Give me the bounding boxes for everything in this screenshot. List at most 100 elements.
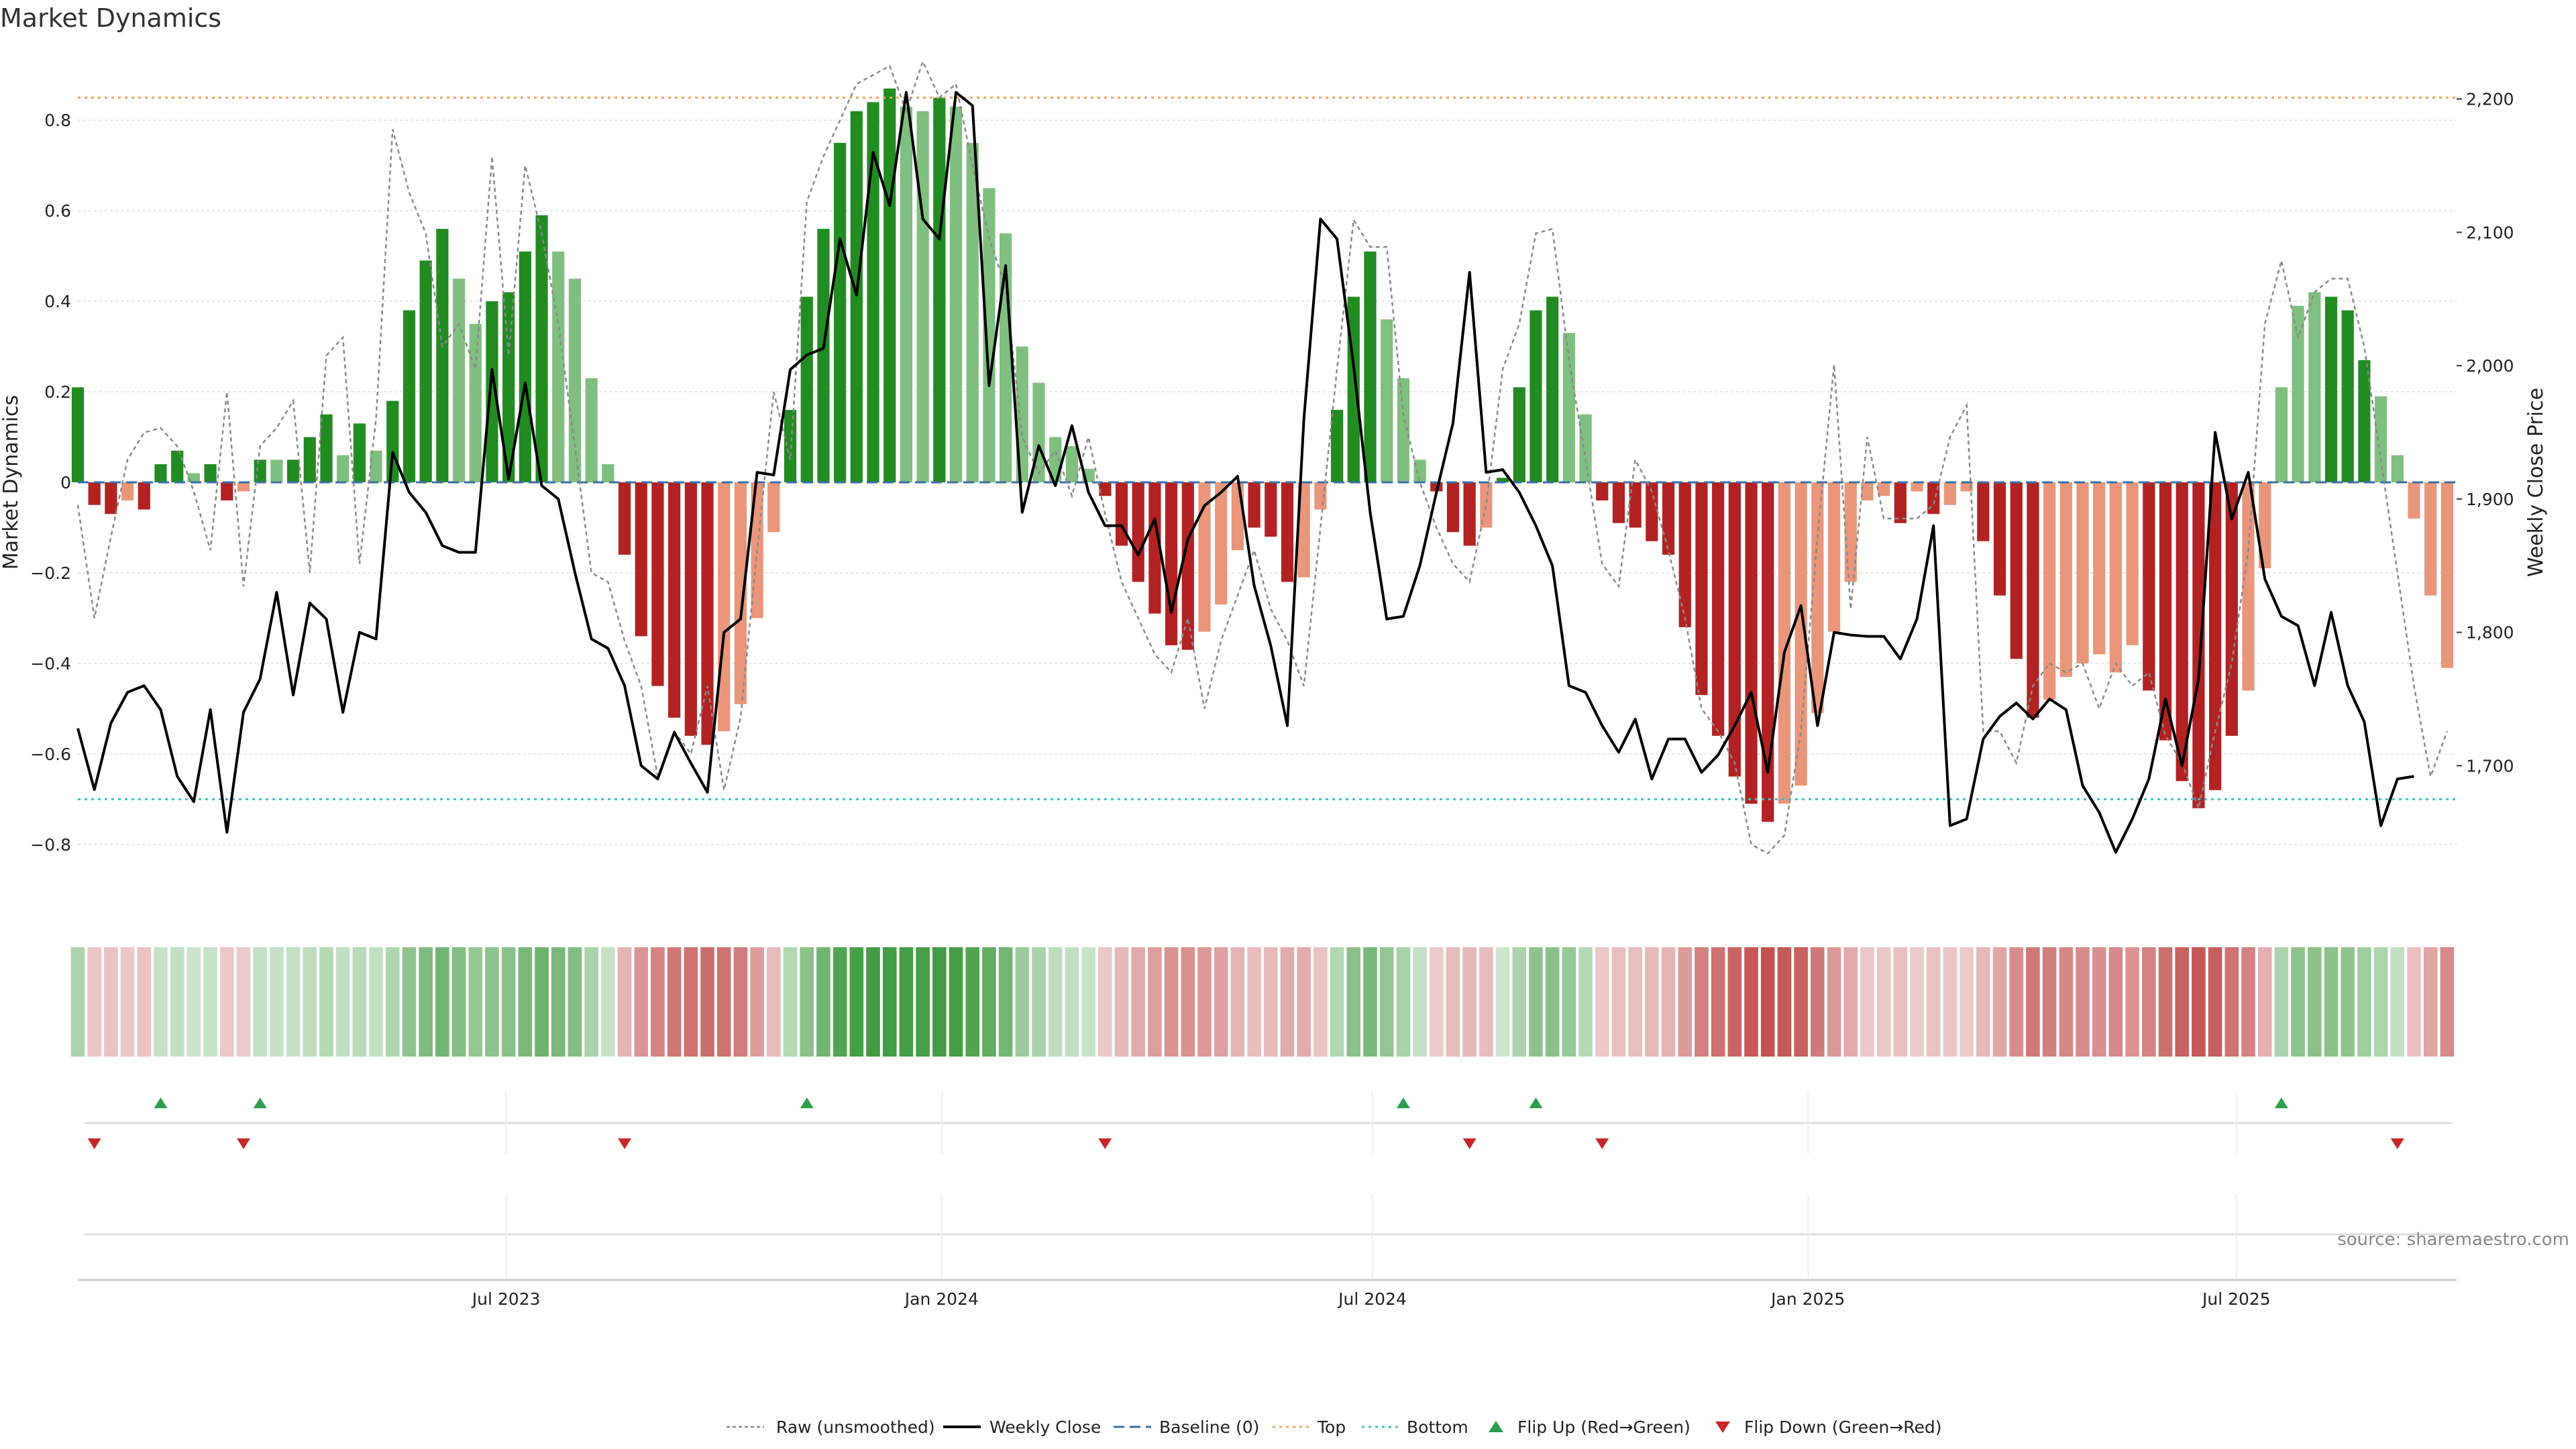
flip-down-marker xyxy=(236,1138,250,1149)
x-axis: Jul 2023 Jan 2024 Jul 2024 Jan 2025 Jul 2025 xyxy=(78,1279,2457,1309)
regime-cell xyxy=(783,947,798,1057)
dynamics-bar xyxy=(486,301,498,482)
regime-cell xyxy=(518,947,533,1057)
regime-cell xyxy=(1396,947,1411,1057)
regime-cell xyxy=(1992,947,2007,1057)
regime-cell xyxy=(1661,947,1676,1057)
dynamics-bar xyxy=(1314,482,1327,510)
regime-cell xyxy=(1164,947,1179,1057)
regime-cell xyxy=(1843,947,1858,1057)
dynamics-bar xyxy=(552,251,565,482)
dynamics-bar xyxy=(1397,378,1409,482)
regime-cell xyxy=(651,947,665,1057)
regime-cell xyxy=(1760,947,1775,1057)
dynamics-bar xyxy=(1198,482,1211,632)
flip-down-marker xyxy=(618,1138,632,1149)
regime-cell xyxy=(899,947,914,1057)
regime-cell xyxy=(2142,947,2156,1057)
regime-cell xyxy=(2175,947,2190,1057)
dynamics-bar xyxy=(1894,482,1907,523)
dynamics-bar xyxy=(2358,360,2371,482)
dynamics-bar xyxy=(353,423,366,482)
regime-cell xyxy=(1114,947,1129,1057)
regime-cell xyxy=(982,947,996,1057)
dynamics-bar xyxy=(867,102,879,482)
dynamics-bar xyxy=(337,455,350,482)
dynamics-bar xyxy=(1678,482,1691,627)
dynamics-bar xyxy=(1413,460,1426,482)
right-tick-label: 2,100 xyxy=(2466,223,2514,242)
regime-cell xyxy=(916,947,930,1057)
flip-down-marker xyxy=(87,1138,101,1149)
dynamics-bar xyxy=(602,464,614,482)
flip-up-marker xyxy=(2274,1097,2288,1108)
legend-bottom-label: Bottom xyxy=(1407,1417,1468,1437)
dynamics-bar xyxy=(1297,482,1310,578)
dynamics-bar xyxy=(1546,297,1559,482)
regime-cell xyxy=(1678,947,1693,1057)
regime-cell xyxy=(1876,947,1891,1057)
dynamics-bar xyxy=(237,482,250,492)
legend-top-label: Top xyxy=(1317,1417,1346,1437)
legend-flip-up-swatch xyxy=(1489,1421,1503,1432)
regime-cell xyxy=(1611,947,1626,1057)
x-tick-label: Jan 2025 xyxy=(1770,1289,1845,1309)
regime-cell xyxy=(2192,947,2206,1057)
regime-cell xyxy=(253,947,267,1057)
regime-cell xyxy=(120,947,135,1057)
dynamics-bar xyxy=(784,410,797,482)
dynamics-bar xyxy=(2208,482,2222,790)
regime-cell xyxy=(1578,947,1593,1057)
dynamics-bar xyxy=(618,482,631,555)
dynamics-bar xyxy=(1861,482,1874,500)
regime-cell xyxy=(601,947,615,1057)
regime-cell xyxy=(551,947,566,1057)
dynamics-bar xyxy=(734,482,747,704)
flip-markers-panel xyxy=(85,1092,2453,1278)
regime-cell xyxy=(2059,947,2074,1057)
regime-cell xyxy=(932,947,947,1057)
dynamics-bar xyxy=(1480,482,1493,528)
regime-cell xyxy=(2307,947,2322,1057)
regime-cell xyxy=(1711,947,1725,1057)
regime-cell xyxy=(1529,947,1543,1057)
dynamics-bar xyxy=(1529,310,1542,482)
dynamics-bar xyxy=(2324,297,2338,482)
dynamics-bar xyxy=(900,106,913,483)
dynamics-bar xyxy=(1878,482,1890,496)
dynamics-bar xyxy=(2275,387,2288,482)
regime-cell xyxy=(1363,947,1377,1057)
regime-cell xyxy=(1695,947,1709,1057)
regime-cell xyxy=(617,947,632,1057)
dynamics-bar xyxy=(2391,455,2404,482)
dynamics-bar xyxy=(1662,482,1675,555)
regime-cell xyxy=(104,947,118,1057)
regime-cell xyxy=(1479,947,1493,1057)
dynamics-bar xyxy=(88,482,101,505)
regime-cell xyxy=(369,947,383,1057)
regime-cell xyxy=(2373,947,2388,1057)
regime-cell xyxy=(1280,947,1295,1057)
right-tick-label: 1,700 xyxy=(2466,756,2514,775)
regime-cell xyxy=(2274,947,2289,1057)
regime-cell xyxy=(1595,947,1609,1057)
dynamics-bar xyxy=(1065,446,1079,482)
dynamics-bar xyxy=(2242,482,2255,691)
regime-cell xyxy=(335,947,350,1057)
dynamics-bar xyxy=(402,310,416,482)
regime-cell xyxy=(1330,947,1344,1057)
dynamics-bar xyxy=(966,142,979,482)
regime-cell xyxy=(2257,947,2272,1057)
dynamics-bars xyxy=(71,88,2453,822)
dynamics-bar xyxy=(1794,482,1807,786)
dynamics-bar xyxy=(2341,310,2354,482)
regime-cell xyxy=(2009,947,2024,1057)
dynamics-bar xyxy=(1745,482,1758,804)
dynamics-bar xyxy=(154,464,167,482)
regime-cell xyxy=(1976,947,1990,1057)
dynamics-bar xyxy=(1115,482,1128,546)
regime-cell xyxy=(2440,947,2455,1057)
weekly-close-line xyxy=(76,91,2414,854)
left-tick-label: −0.6 xyxy=(30,745,71,764)
